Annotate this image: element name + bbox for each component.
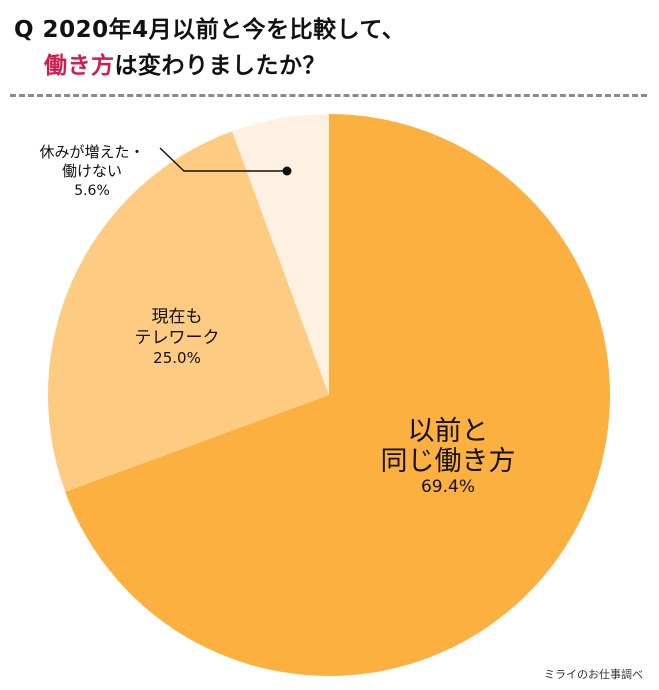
pie-slice-rest (232, 114, 329, 395)
pie-labels: 以前と同じ働き方 69.4% 現在もテレワーク 25.0% 休みが増えた・働けない 5.6… (39, 143, 515, 497)
slice-label-rest-line2: 働けない (62, 162, 122, 180)
slice-label-remote: 現在もテレワーク 25.0% (135, 307, 220, 367)
slice-value-rest: 5.6% (74, 183, 110, 199)
leader-dot-rest (282, 166, 292, 176)
slice-label-rest-line1: 休みが増えた・ (39, 143, 144, 161)
slice-label-remote-line1: 現在も (152, 307, 203, 327)
chart-title-highlight: 働き方 (44, 53, 115, 79)
title-divider (10, 94, 647, 97)
pie-slice-same (65, 113, 611, 676)
slice-value-remote: 25.0% (153, 349, 201, 367)
slice-label-same-line1: 以前と (408, 416, 489, 447)
pie-slice-remote (48, 131, 329, 492)
source-note: ミライのお仕事調べ (544, 668, 643, 681)
slice-label-rest: 休みが増えた・働けない 5.6% (39, 143, 144, 199)
slice-label-remote-line2: テレワーク (135, 328, 220, 348)
pie-slices (48, 113, 611, 676)
slice-value-same: 69.4% (421, 477, 475, 497)
chart-title-rest: は変わりましたか？ (114, 53, 326, 79)
chart-title-line2: 働き方は変わりましたか？ (44, 46, 326, 80)
chart-title-line1: Q 2020年4月以前と今を比較して、 (14, 17, 406, 43)
leader-line-rest (159, 147, 287, 172)
slice-label-same-line2: 同じ働き方 (381, 446, 516, 477)
slice-label-same: 以前と同じ働き方 69.4% (381, 416, 516, 497)
